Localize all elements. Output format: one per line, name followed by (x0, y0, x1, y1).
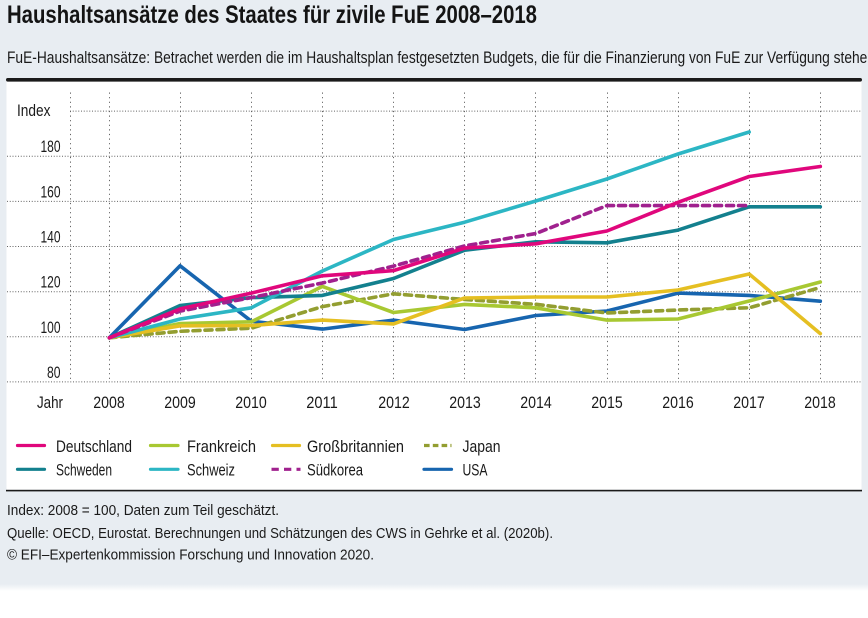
svg-text:2010: 2010 (235, 393, 267, 412)
svg-text:Südkorea: Südkorea (307, 461, 363, 480)
svg-text:2011: 2011 (306, 393, 338, 412)
svg-text:FuE-Haushaltsansätze: Betrache: FuE-Haushaltsansätze: Betrachet werden d… (7, 48, 868, 67)
svg-text:Haushaltsansätze des Staates f: Haushaltsansätze des Staates für zivile … (7, 1, 537, 29)
svg-text:2016: 2016 (662, 393, 694, 412)
svg-text:Schweden: Schweden (56, 461, 112, 480)
svg-text:2012: 2012 (378, 393, 410, 412)
svg-text:2009: 2009 (164, 393, 196, 412)
svg-text:Japan: Japan (463, 437, 501, 456)
svg-text:Index: 2008 = 100, Daten zum T: Index: 2008 = 100, Daten zum Teil geschä… (7, 503, 279, 519)
svg-text:140: 140 (41, 228, 61, 247)
svg-text:2014: 2014 (520, 393, 552, 412)
svg-text:2018: 2018 (804, 393, 836, 412)
svg-text:2017: 2017 (733, 393, 765, 412)
svg-text:Deutschland: Deutschland (56, 437, 132, 456)
svg-text:Großbritannien: Großbritannien (307, 437, 404, 456)
svg-text:100: 100 (41, 318, 61, 337)
svg-text:120: 120 (41, 273, 61, 292)
svg-text:2015: 2015 (591, 393, 623, 412)
svg-text:2008: 2008 (93, 393, 125, 412)
svg-text:Jahr: Jahr (37, 393, 63, 412)
svg-text:Quelle: OECD, Eurostat. Berech: Quelle: OECD, Eurostat. Berechnungen und… (7, 526, 553, 542)
svg-text:2013: 2013 (449, 393, 481, 412)
svg-text:180: 180 (41, 137, 61, 156)
svg-text:80: 80 (47, 363, 61, 382)
svg-text:Index: Index (17, 101, 51, 120)
svg-text:USA: USA (463, 461, 488, 480)
svg-text:160: 160 (41, 182, 61, 201)
svg-text:Frankreich: Frankreich (187, 437, 256, 456)
svg-text:Schweiz: Schweiz (187, 461, 235, 480)
svg-text:© EFI–Expertenkommission Forsc: © EFI–Expertenkommission Forschung und I… (7, 548, 374, 564)
